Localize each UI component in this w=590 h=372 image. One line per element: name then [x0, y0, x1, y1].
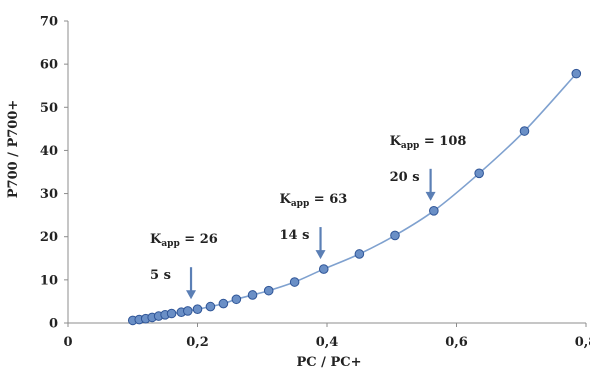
- data-point: [571, 68, 582, 79]
- annotation-time-label: 5 s: [150, 268, 171, 283]
- y-tick-label: 10: [40, 273, 58, 288]
- fit-curve: [132, 73, 577, 322]
- data-point: [205, 301, 216, 312]
- x-axis-title: PC / PC+: [297, 355, 362, 370]
- y-tick-label: 40: [40, 144, 58, 159]
- data-point: [474, 168, 484, 179]
- data-point: [218, 298, 229, 309]
- annotation-kapp-label: Kapp = 63: [280, 192, 348, 209]
- annotation: Kapp = 108 20 s: [390, 134, 467, 201]
- data-point: [182, 306, 193, 316]
- x-tick-label: 0,4: [316, 335, 339, 350]
- axes: 0 10 20 30 40 50 60 70 0 0,2 0,4 0,6 0,8: [40, 15, 590, 351]
- annotation-arrow-head: [425, 191, 436, 201]
- annotation-kapp-label: Kapp = 26: [150, 232, 218, 249]
- data-point: [519, 126, 530, 136]
- data-point: [263, 285, 274, 296]
- data-points: [127, 68, 582, 326]
- y-axis-title: P700 / P700+: [6, 100, 21, 199]
- data-point: [289, 277, 300, 287]
- y-tick-label: 30: [40, 187, 58, 202]
- y-tick-label: 0: [49, 317, 58, 332]
- annotation-kapp-label: Kapp = 108: [390, 134, 467, 151]
- annotation-arrow-head: [186, 290, 197, 300]
- y-tick-label: 20: [40, 230, 58, 245]
- data-point: [354, 249, 365, 259]
- annotation: Kapp = 63 14 s: [280, 192, 348, 260]
- annotations: Kapp = 26 5 s Kapp = 63 14 s Kapp = 108 20 s: [150, 134, 467, 300]
- y-tick-label: 60: [40, 58, 58, 73]
- fit-curve-line: [132, 73, 577, 322]
- data-point: [390, 230, 400, 241]
- y-tick-label: 70: [40, 15, 58, 30]
- annotation-time-label: 20 s: [390, 170, 420, 185]
- annotation-time-label: 14 s: [280, 228, 310, 243]
- annotation-arrow-head: [315, 250, 326, 260]
- x-tick-label: 0: [63, 335, 72, 350]
- x-tick-label: 0,6: [445, 335, 468, 350]
- x-tick-label: 0,8: [575, 335, 590, 350]
- annotation: Kapp = 26 5 s: [150, 232, 218, 300]
- data-point: [247, 290, 258, 300]
- data-point: [231, 294, 242, 305]
- data-point: [192, 304, 203, 314]
- y-tick-label: 50: [40, 101, 58, 116]
- data-point: [429, 206, 439, 216]
- x-tick-label: 0,2: [186, 335, 209, 350]
- data-point: [166, 308, 177, 319]
- data-point: [318, 264, 329, 274]
